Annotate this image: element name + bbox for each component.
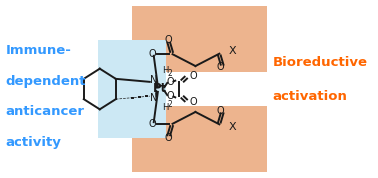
Text: O: O bbox=[166, 91, 174, 101]
Text: X: X bbox=[229, 122, 236, 132]
Text: 2: 2 bbox=[167, 69, 172, 78]
Text: O: O bbox=[166, 77, 174, 87]
Text: N: N bbox=[150, 93, 157, 103]
Text: Pt: Pt bbox=[152, 82, 167, 96]
Text: anticancer: anticancer bbox=[6, 105, 85, 119]
Text: O: O bbox=[149, 119, 156, 129]
Text: Bioreductive: Bioreductive bbox=[272, 56, 367, 69]
Bar bbox=[98, 40, 166, 138]
Text: Immune-: Immune- bbox=[6, 44, 72, 57]
Text: O: O bbox=[189, 97, 197, 107]
Text: H: H bbox=[162, 103, 168, 112]
Text: O: O bbox=[165, 133, 173, 143]
Text: activity: activity bbox=[6, 136, 62, 149]
Text: O: O bbox=[149, 49, 156, 59]
Text: X: X bbox=[229, 46, 236, 56]
Text: O: O bbox=[217, 62, 225, 72]
Text: O: O bbox=[165, 35, 173, 45]
Text: 2: 2 bbox=[167, 100, 172, 109]
Bar bbox=[132, 106, 267, 172]
Text: O: O bbox=[189, 71, 197, 81]
Text: N: N bbox=[150, 75, 157, 85]
Text: dependent: dependent bbox=[6, 75, 86, 88]
Bar bbox=[132, 6, 267, 72]
Text: activation: activation bbox=[272, 90, 347, 103]
Text: O: O bbox=[217, 106, 225, 116]
Text: H: H bbox=[162, 66, 168, 75]
